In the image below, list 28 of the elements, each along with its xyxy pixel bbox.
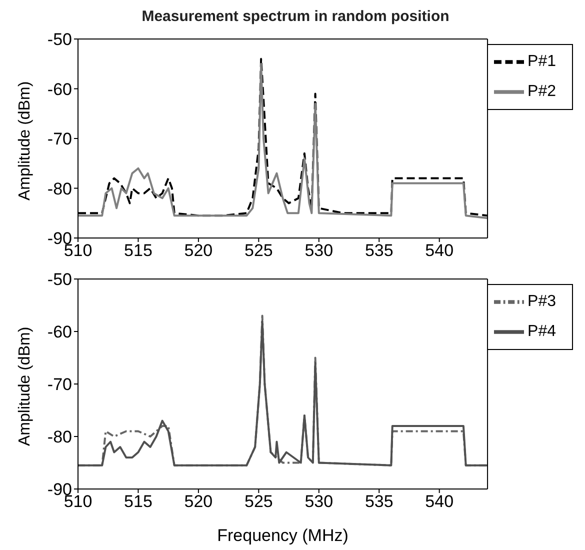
- y-axis-title: Amplitude (dBm): [16, 326, 34, 446]
- x-tick-label: 520: [184, 241, 213, 260]
- y-tick-label: -60: [47, 322, 72, 342]
- y-tick-label: -80: [47, 428, 72, 447]
- x-tick-label: 530: [304, 492, 334, 512]
- y-tick-label: -60: [47, 80, 72, 99]
- legend-label: P#3: [528, 293, 556, 310]
- legend-label: P#1: [528, 53, 556, 70]
- x-tick-label: 515: [124, 492, 152, 512]
- legend-label: P#2: [528, 83, 556, 100]
- x-tick-label: 530: [304, 241, 334, 260]
- y-tick-label: -70: [47, 375, 72, 394]
- x-tick-label: 515: [124, 241, 152, 260]
- y-tick-label: -70: [47, 130, 72, 149]
- x-tick-label: 535: [364, 241, 394, 260]
- x-tick-label: 525: [244, 241, 273, 260]
- y-axis-title: Amplitude (dBm): [16, 81, 34, 200]
- y-tick-label: -50: [47, 30, 72, 50]
- x-tick-label: 540: [425, 241, 454, 260]
- x-axis-title: Frequency (MHz): [217, 526, 348, 545]
- x-tick-label: 520: [184, 492, 213, 512]
- legend-label: P#4: [528, 323, 556, 340]
- x-tick-label: 525: [244, 492, 273, 512]
- chart-title: Measurement spectrum in random position: [140, 8, 450, 27]
- y-tick-label: -50: [47, 270, 72, 290]
- y-tick-label: -80: [47, 179, 72, 198]
- x-tick-label: 540: [425, 492, 454, 512]
- x-tick-label: 535: [364, 492, 394, 512]
